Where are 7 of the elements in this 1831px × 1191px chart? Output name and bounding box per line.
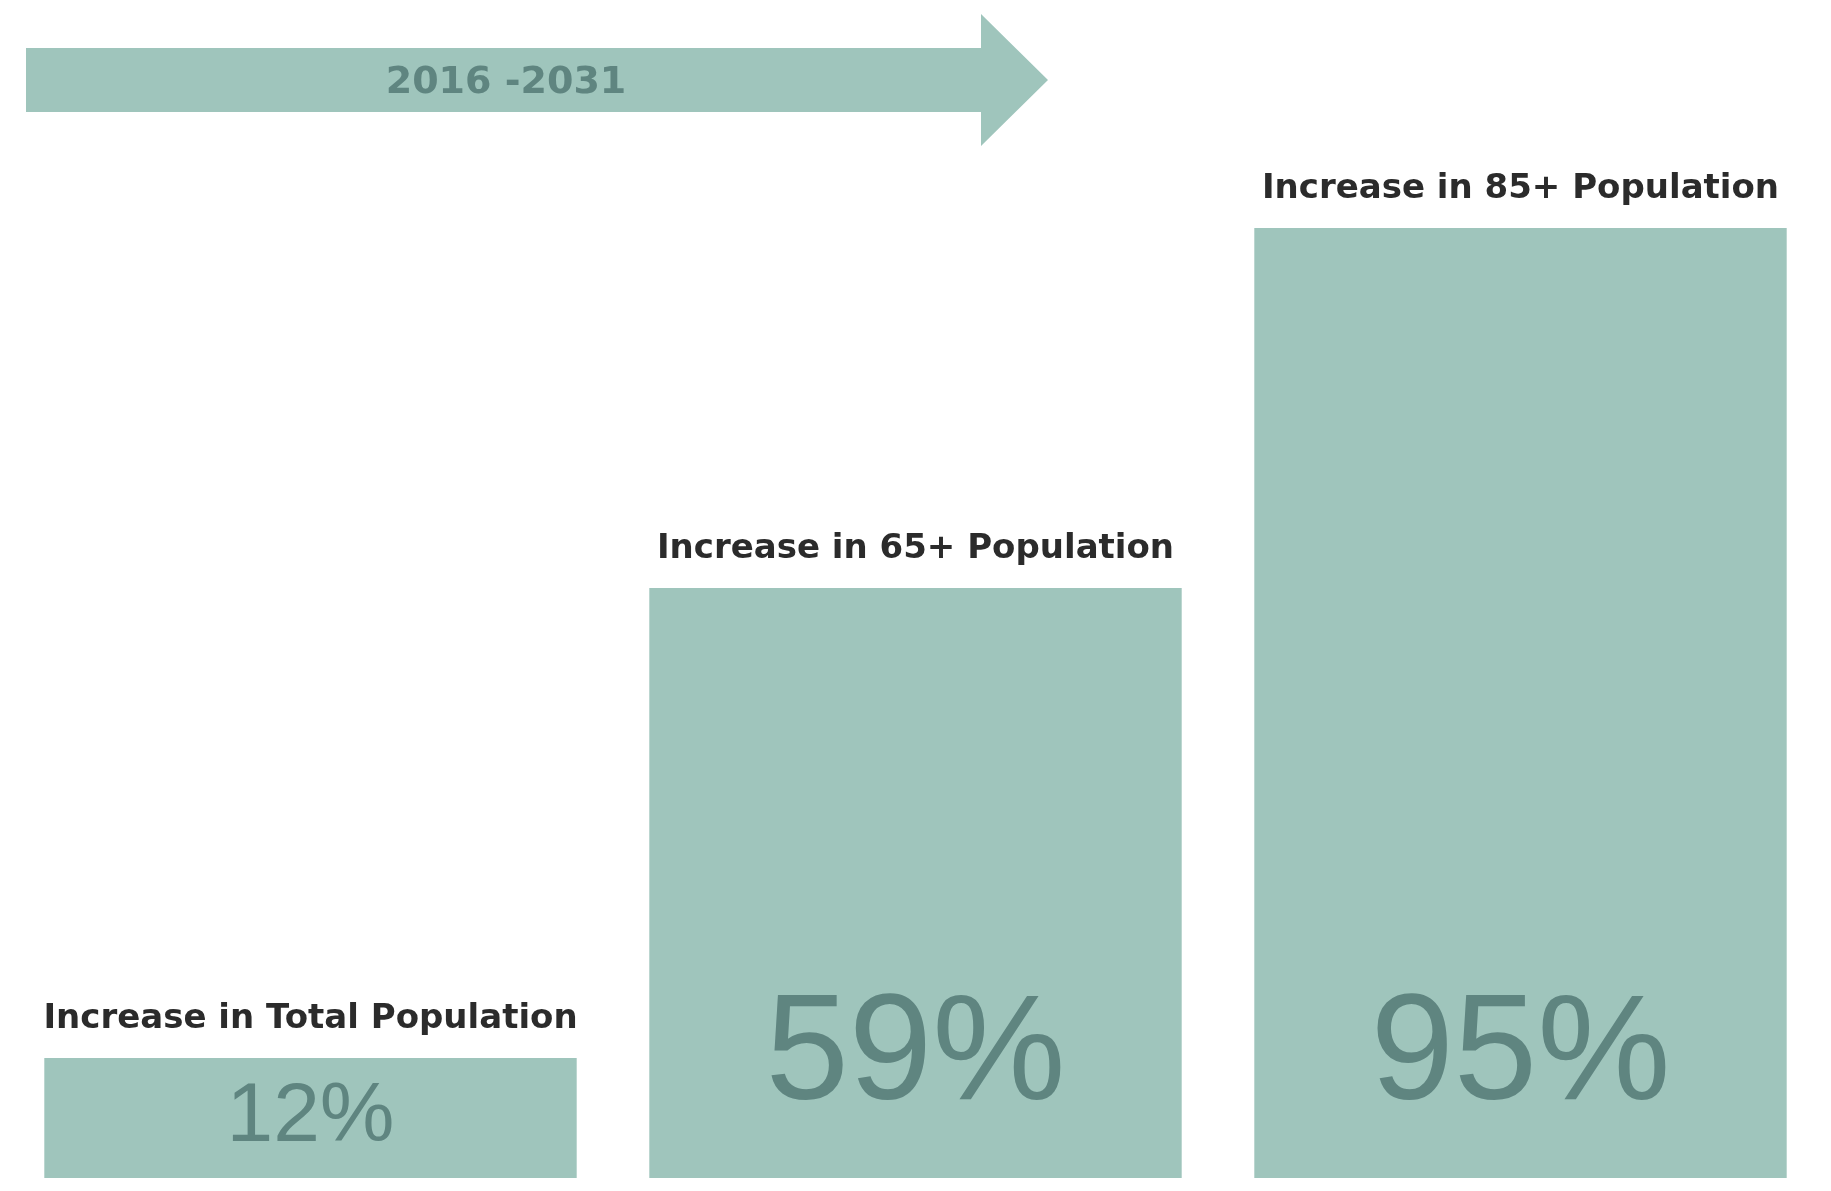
x-tick-label: Increase in Total Population [43, 995, 578, 1036]
data-label: 12% [226, 1065, 395, 1160]
x-tick-label: Increase in 65+ Population [656, 525, 1175, 566]
x-tick-label: Increase in 85+ Population [1261, 165, 1780, 206]
data-label: 59% [765, 963, 1066, 1132]
data-label: 95% [1370, 963, 1671, 1132]
chart-title: 2016 -2031 [384, 57, 628, 104]
